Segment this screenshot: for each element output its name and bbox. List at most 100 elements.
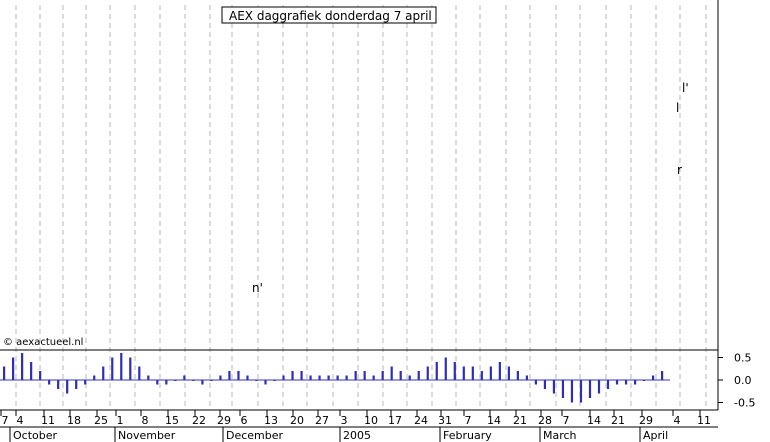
x-day-label: 1 [117,414,124,427]
oscillator-bar [525,375,528,380]
indicator-ticks: 0.5 0.0 -0.5 [718,352,755,410]
oscillator-bar [471,366,474,380]
oscillator-bar [624,380,628,385]
oscillator-bar [120,353,123,380]
oscillator-bar [543,380,547,389]
x-month-label: February [443,429,492,442]
x-day-label: 17 [388,414,402,427]
oscillator-bar [201,380,204,385]
oscillator-bar [30,362,33,380]
oscillator-bar [273,380,276,381]
x-day-label: 7 [563,414,570,427]
oscillator-bar [435,362,438,380]
x-day-label: 21 [611,414,625,427]
oscillator-bar [651,375,655,380]
x-month-label: October [13,429,57,442]
oscillator-bar [228,371,231,380]
oscillator-bar [444,357,447,380]
oscillator-bar [489,366,492,380]
x-day-label: 11 [41,414,55,427]
oscillator-bar [39,371,42,380]
oscillator-bar [381,371,384,380]
oscillator-bar [417,371,420,380]
oscillator-bar [246,375,249,380]
watermark: © aexactueel.nl [3,337,83,348]
oscillator-bar [507,366,510,380]
x-day-label: 15 [165,414,179,427]
oscillator-bar [318,375,321,380]
oscillator-bar [633,380,637,385]
oscillator-bar [183,375,186,380]
oscillator-bar [588,380,592,398]
oscillator-bar [309,375,312,380]
oscillator-bar [156,380,159,385]
x-day-label: 25 [94,414,108,427]
title-box [221,6,437,24]
x-day-label: 14 [587,414,601,427]
oscillator-bar [336,375,339,380]
oscillator-bar [642,380,646,381]
indicator-tick-label: -0.5 [734,397,755,410]
oscillator-bar [111,357,114,380]
oscillator-bar [210,380,213,381]
x-day-label: 21 [513,414,527,427]
oscillator-bar [615,380,619,385]
oscillator-bar [66,380,69,394]
oscillator-bar [282,375,285,380]
vertical-gridlines [15,5,707,410]
oscillator-bar [93,375,96,380]
oscillator-bar [84,380,87,385]
x-day-label: 20 [290,414,304,427]
oscillator-bar [534,380,538,385]
trendline-label: l' [682,81,689,95]
x-day-label: 7 [465,414,472,427]
x-month-label: April [643,429,668,442]
oscillator-bar [408,375,411,380]
oscillator-bar [426,366,429,380]
x-day-label: 7 [2,414,9,427]
oscillator-bar [237,371,240,380]
x-day-label: 13 [264,414,278,427]
oscillator-bar [165,380,168,385]
oscillator-bar [255,380,258,381]
x-day-label: 28 [538,414,552,427]
oscillator-bar [498,362,501,380]
oscillator-bar [606,380,610,389]
x-month-label: December [226,429,284,442]
oscillator-bar [552,380,556,394]
oscillator-bar [354,371,357,380]
oscillator-bar [291,371,294,380]
chart-frame [0,0,719,428]
oscillator-bar [300,371,303,380]
x-day-label: 14 [487,414,501,427]
oscillator-bar [372,375,375,380]
oscillator-bar [561,380,565,398]
oscillator-bar [399,371,402,380]
oscillator-bar [102,366,105,380]
oscillator-bar [453,362,456,380]
oscillator-bar [57,380,60,389]
x-day-label: 3 [341,414,348,427]
trendline-label: l [676,101,679,115]
x-day-label: 29 [639,414,653,427]
trendline-label: n' [252,281,263,295]
x-day-label: 22 [192,414,206,427]
oscillator-bar [138,366,141,380]
indicator-tick-label: 0.5 [734,352,752,365]
indicator-tick-label: 0.0 [734,374,752,387]
x-day-label: 27 [315,414,329,427]
oscillator-bar [363,371,366,380]
trendline-label: r [677,163,682,177]
oscillator-bar [661,371,664,380]
x-day-label: 31 [438,414,452,427]
oscillator-bar [480,371,483,380]
oscillator-bar [264,380,267,385]
oscillator-bar [147,375,150,380]
x-day-label: 18 [67,414,81,427]
oscillator-bar [345,375,348,380]
oscillator-bar [597,380,601,394]
oscillator-bar [192,380,195,381]
x-day-label: 11 [697,414,711,427]
oscillator-bar [21,353,24,380]
oscillator-bar [48,380,51,385]
